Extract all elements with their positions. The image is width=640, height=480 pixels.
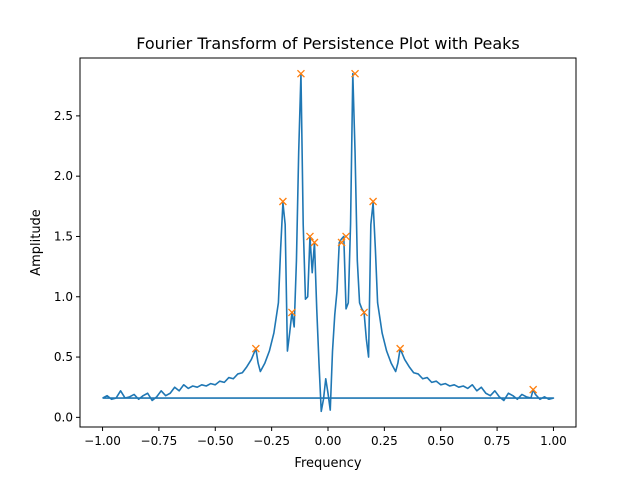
peak-marker <box>310 238 319 247</box>
x-tick-label: 0.00 <box>315 434 342 448</box>
peak-marker <box>337 238 346 247</box>
y-tick-label: 1.0 <box>54 290 73 304</box>
chart-title: Fourier Transform of Persistence Plot wi… <box>136 34 519 53</box>
x-tick-label: −1.00 <box>84 434 121 448</box>
peak-marker <box>251 344 260 353</box>
peak-marker <box>369 197 378 206</box>
x-tick-label: −0.25 <box>253 434 290 448</box>
y-tick-label: 2.0 <box>54 169 73 183</box>
peak-marker <box>351 69 360 78</box>
peak-marker <box>396 344 405 353</box>
peak-marker <box>360 308 369 317</box>
y-tick-label: 1.5 <box>54 229 73 243</box>
x-tick-label: 0.75 <box>484 434 511 448</box>
y-tick-label: 0.5 <box>54 350 73 364</box>
plot-series <box>102 69 555 413</box>
x-tick-label: 1.00 <box>540 434 567 448</box>
y-axis-label: Amplitude <box>29 209 44 276</box>
peak-marker <box>529 385 538 394</box>
x-axis-label: Frequency <box>294 456 361 471</box>
peak-marker <box>287 308 296 317</box>
x-tick-label: −0.75 <box>141 434 178 448</box>
x-tick-label: 0.50 <box>427 434 454 448</box>
y-axis-ticks: 0.0 0.5 1.0 1.5 2.0 2.5 <box>54 109 80 424</box>
peak-marker <box>278 197 287 206</box>
peak-marker <box>296 69 305 78</box>
x-tick-label: −0.50 <box>197 434 234 448</box>
y-tick-label: 2.5 <box>54 109 73 123</box>
plot-frame <box>79 57 577 428</box>
peak-marker <box>342 232 350 241</box>
y-tick-label: 0.0 <box>54 410 73 424</box>
amplitude-line <box>102 72 555 413</box>
x-tick-label: 0.25 <box>371 434 398 448</box>
x-axis-ticks: −1.00 −0.75 −0.50 −0.25 0.00 0.25 0.50 0.75 1.00 <box>84 427 567 448</box>
peak-marker <box>306 232 314 241</box>
